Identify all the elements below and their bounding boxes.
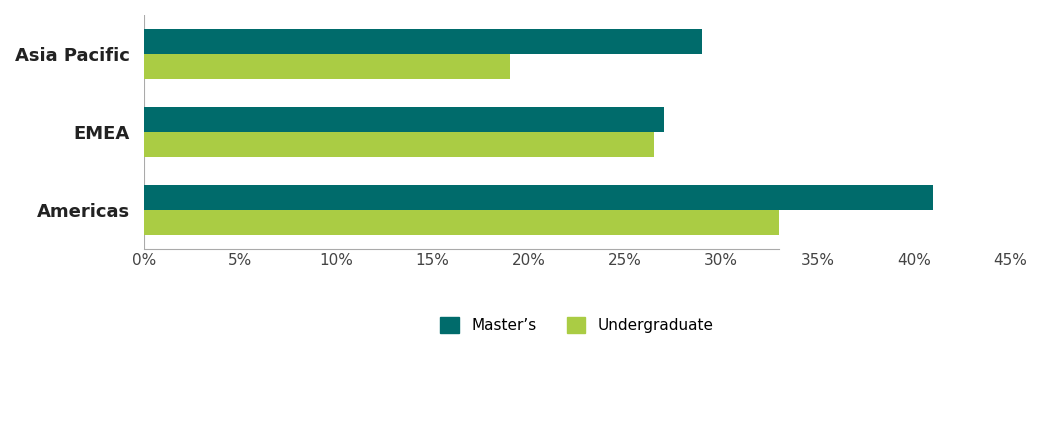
Bar — [144, 107, 664, 132]
Bar — [144, 132, 654, 157]
Bar — [144, 29, 702, 54]
Bar — [144, 54, 510, 79]
Bar — [144, 210, 779, 235]
Bar — [144, 185, 933, 210]
Legend: Master’s, Undergraduate: Master’s, Undergraduate — [435, 311, 719, 339]
